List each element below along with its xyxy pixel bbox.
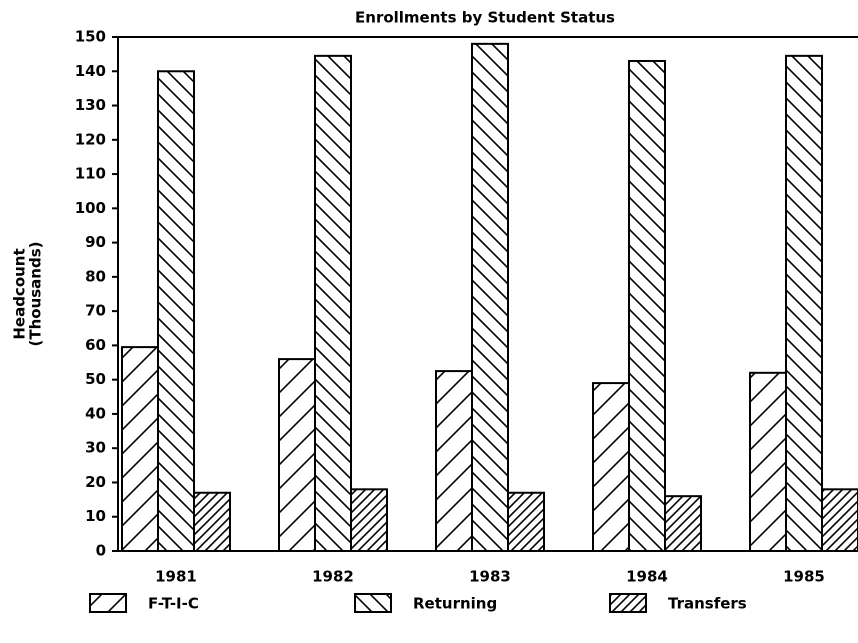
bar (278, 358, 316, 552)
y-tick-label: 20 (85, 473, 106, 491)
y-tick-label: 0 (96, 542, 106, 560)
y-tick-label: 40 (85, 404, 106, 422)
y-tick-label: 110 (75, 165, 106, 183)
y-tick-label: 130 (75, 96, 106, 114)
bar (821, 488, 858, 553)
y-tick-label: 100 (75, 199, 106, 217)
bar (435, 370, 473, 552)
y-tick-label: 10 (85, 507, 106, 525)
y-tick-label: 90 (85, 233, 106, 251)
bar (664, 495, 702, 553)
bar (592, 382, 630, 552)
bar (749, 371, 787, 552)
y-tick-label: 80 (85, 267, 106, 285)
x-tick-label: 1982 (312, 568, 354, 586)
bar (350, 488, 388, 553)
y-axis-label: (Thousands) (27, 242, 45, 347)
bar (785, 54, 823, 552)
chart-title: Enrollments by Student Status (355, 9, 615, 27)
y-tick-label: 60 (85, 336, 106, 354)
bar (193, 491, 231, 553)
x-tick-label: 1981 (155, 568, 197, 586)
x-tick-label: 1983 (469, 568, 511, 586)
bar (471, 42, 509, 552)
bar (628, 59, 666, 553)
bar (121, 346, 159, 553)
legend-label: Returning (413, 595, 497, 613)
y-axis-label: Headcount (11, 248, 29, 339)
y-tick-label: 150 (75, 28, 106, 46)
y-tick-label: 120 (75, 130, 106, 148)
y-tick-label: 70 (85, 302, 106, 320)
y-tick-label: 50 (85, 370, 106, 388)
x-tick-label: 1984 (626, 568, 668, 586)
bar (314, 54, 352, 552)
legend-label: F-T-I-C (148, 595, 199, 613)
y-tick-label: 140 (75, 62, 106, 80)
x-tick-label: 1985 (783, 568, 825, 586)
y-tick-label: 30 (85, 439, 106, 457)
bar (157, 70, 195, 553)
legend-swatch (609, 593, 647, 613)
bar (507, 491, 545, 553)
legend-swatch (354, 593, 392, 613)
legend-swatch (89, 593, 127, 613)
legend-label: Transfers (668, 595, 747, 613)
